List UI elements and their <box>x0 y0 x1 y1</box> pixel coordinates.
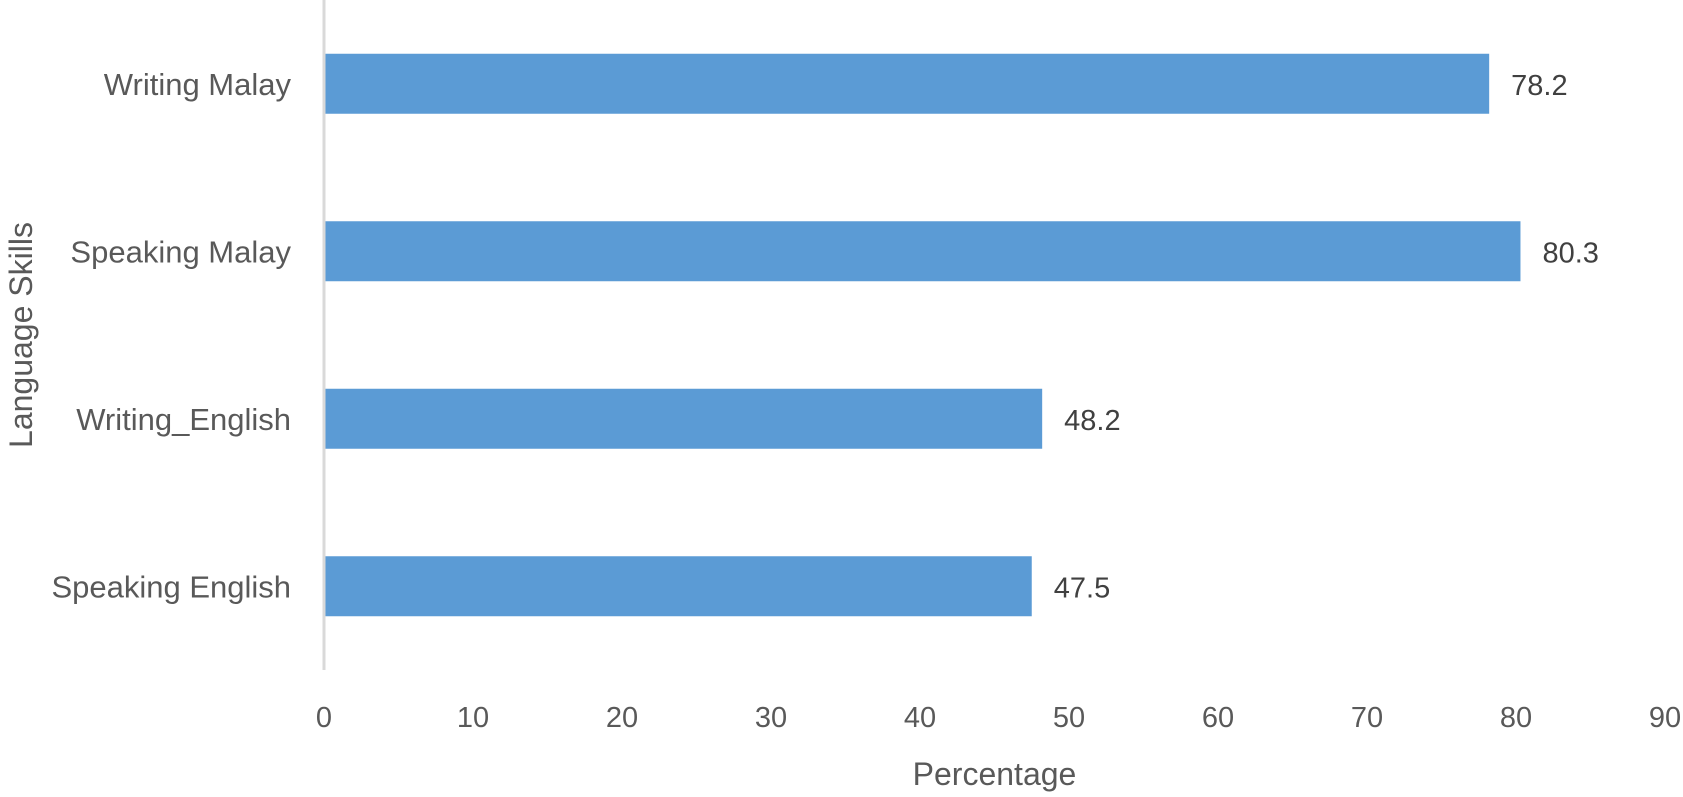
labels-layer: Writing Malay 78.2 Speaking Malay 80.3 Writi… <box>51 67 1598 605</box>
category-label-speaking-english: Speaking English <box>51 569 291 604</box>
x-tick-80: 80 <box>1500 702 1532 734</box>
x-tick-10: 10 <box>457 702 489 734</box>
category-label-writing-english: Writing_English <box>76 402 291 437</box>
x-tick-40: 40 <box>904 702 936 734</box>
x-tick-90: 90 <box>1649 702 1681 734</box>
bar-speaking-english <box>324 556 1032 617</box>
category-label-writing-malay: Writing Malay <box>104 67 292 102</box>
x-tick-labels: 0 10 20 30 40 50 60 70 80 90 <box>316 702 1681 734</box>
y-axis-title: Language Skills <box>3 222 39 448</box>
data-label-writing-english: 48.2 <box>1064 405 1120 437</box>
data-label-writing-malay: 78.2 <box>1511 70 1567 102</box>
x-tick-20: 20 <box>606 702 638 734</box>
bar-writing-malay <box>324 53 1490 114</box>
data-label-speaking-english: 47.5 <box>1054 572 1110 604</box>
data-label-speaking-malay: 80.3 <box>1542 237 1598 269</box>
x-tick-70: 70 <box>1351 702 1383 734</box>
x-axis-title: Percentage <box>913 756 1077 792</box>
x-tick-50: 50 <box>1053 702 1085 734</box>
x-tick-0: 0 <box>316 702 332 734</box>
category-label-speaking-malay: Speaking Malay <box>70 234 291 269</box>
bars-layer <box>324 53 1521 617</box>
x-tick-60: 60 <box>1202 702 1234 734</box>
bar-writing-english <box>324 388 1043 449</box>
x-tick-30: 30 <box>755 702 787 734</box>
bar-speaking-malay <box>324 221 1521 282</box>
